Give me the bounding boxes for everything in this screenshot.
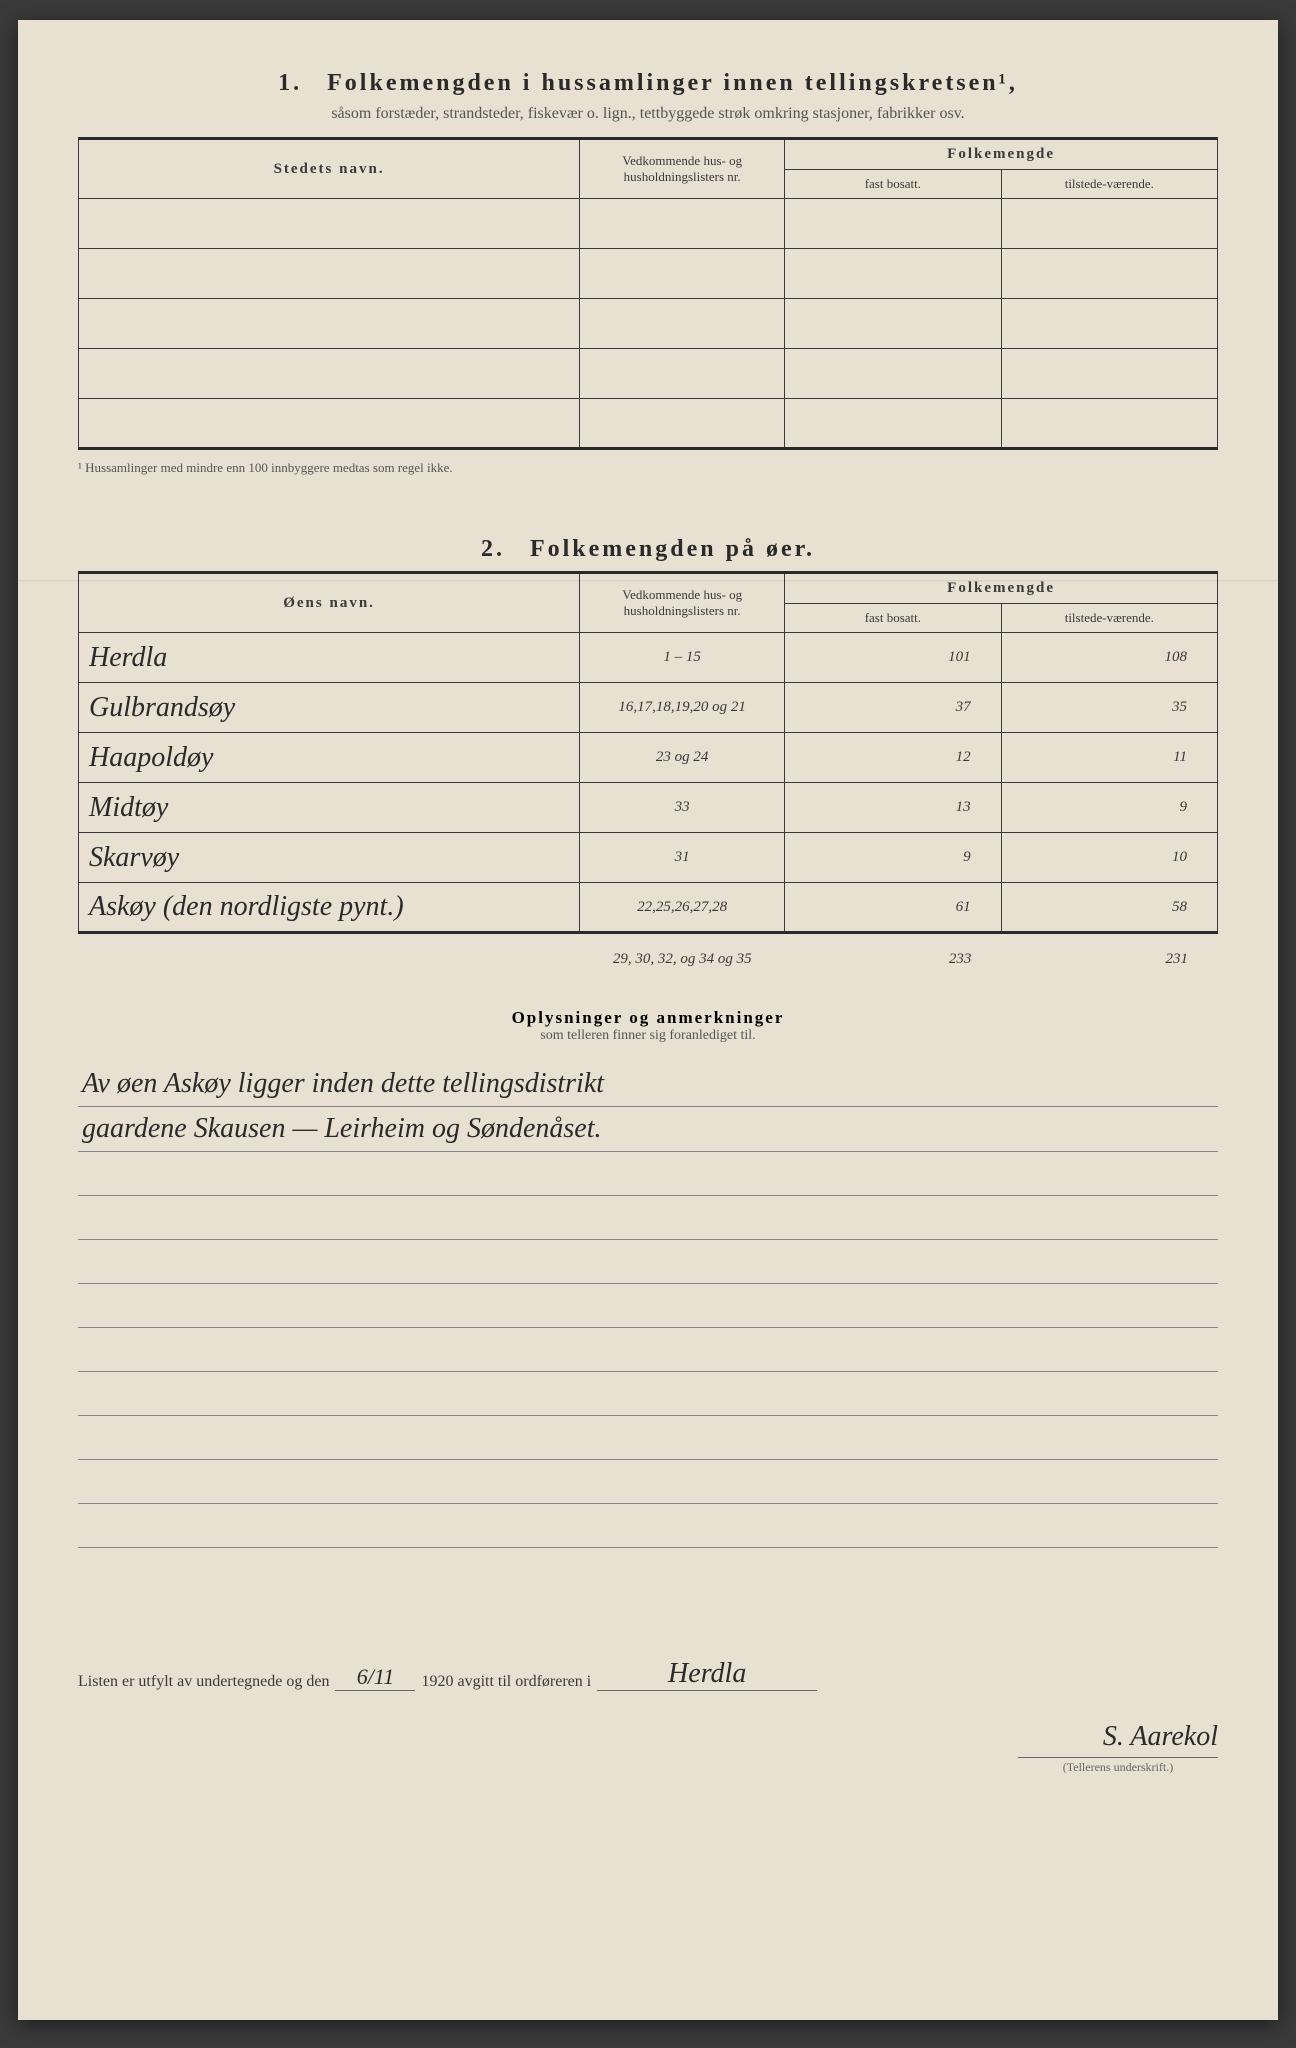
table-row xyxy=(79,199,1218,249)
remarks-line: Av øen Askøy ligger inden dette tellings… xyxy=(78,1062,1218,1107)
section1-table: Stedets navn. Vedkommende hus- og hushol… xyxy=(78,137,1218,450)
remarks-sub: som telleren finner sig foranlediget til… xyxy=(78,1028,1218,1044)
lists-cell: 22,25,26,27,28 xyxy=(580,883,785,933)
lists-cell: 33 xyxy=(580,783,785,833)
remarks-line: gaardene Skausen — Leirheim og Søndenåse… xyxy=(78,1107,1218,1152)
fast-cell: 12 xyxy=(785,733,1001,783)
til-cell: 35 xyxy=(1001,683,1217,733)
lists-cell: 31 xyxy=(580,833,785,883)
col-fast: fast bosatt. xyxy=(785,170,1001,199)
lists-cell: 16,17,18,19,20 og 21 xyxy=(580,683,785,733)
extra-lists: 29, 30, 32, og 34 og 35 xyxy=(580,934,785,984)
remarks-line xyxy=(78,1328,1218,1372)
til-cell: 108 xyxy=(1001,633,1217,683)
table-row xyxy=(79,349,1218,399)
table-row: Herdla 1 – 15101108 xyxy=(79,633,1218,683)
remarks-lines: Av øen Askøy ligger inden dette tellings… xyxy=(78,1062,1218,1548)
remarks-line xyxy=(78,1240,1218,1284)
remarks-text1: Av øen Askøy ligger inden dette tellings… xyxy=(82,1068,604,1100)
fast-cell: 37 xyxy=(785,683,1001,733)
census-form-page: 1. Folkemengden i hussamlinger innen tel… xyxy=(18,20,1278,2020)
remarks-line xyxy=(78,1372,1218,1416)
col-lists-header: Vedkommende hus- og husholdningslisters … xyxy=(580,139,785,199)
table-row: Haapoldøy 23 og 241211 xyxy=(79,733,1218,783)
remarks-line xyxy=(78,1416,1218,1460)
section2-number: 2. xyxy=(481,536,505,562)
col-stedets-navn: Stedets navn. xyxy=(79,139,580,199)
table-row: Gulbrandsøy 16,17,18,19,20 og 213735 xyxy=(79,683,1218,733)
island-name: Skarvøy xyxy=(89,842,179,873)
total-til: 231 xyxy=(1001,934,1218,984)
remarks-line xyxy=(78,1152,1218,1196)
col-fast2: fast bosatt. xyxy=(785,604,1001,633)
island-name: Askøy (den nordligste pynt.) xyxy=(89,891,404,922)
island-name: Herdla xyxy=(89,642,167,673)
til-cell: 10 xyxy=(1001,833,1217,883)
signature: S. Aarekol xyxy=(78,1721,1218,1753)
remarks-line xyxy=(78,1196,1218,1240)
lists-cell: 23 og 24 xyxy=(580,733,785,783)
remarks-heading: Oplysninger og anmerkninger xyxy=(78,1008,1218,1028)
table-row: Askøy (den nordligste pynt.) 22,25,26,27,… xyxy=(79,883,1218,933)
col-folkemengde: Folkemengde xyxy=(785,139,1218,170)
totals-row: 29, 30, 32, og 34 og 35 233 231 xyxy=(78,934,1218,984)
section1-heading: 1. Folkemengden i hussamlinger innen tel… xyxy=(78,70,1218,97)
table-row: Midtøy 33139 xyxy=(79,783,1218,833)
fast-cell: 9 xyxy=(785,833,1001,883)
lists-cell: 1 – 15 xyxy=(580,633,785,683)
signoff-date: 6/11 xyxy=(335,1664,415,1691)
section2-table: Øens navn. Vedkommende hus- og husholdni… xyxy=(78,571,1218,934)
table-row xyxy=(79,299,1218,349)
island-name: Gulbrandsøy xyxy=(89,692,235,723)
section2-heading: 2. Folkemengden på øer. xyxy=(78,536,1218,563)
totals-table: 29, 30, 32, og 34 og 35 233 231 xyxy=(78,934,1218,984)
col-folkemengde2: Folkemengde xyxy=(785,573,1218,604)
island-name: Midtøy xyxy=(89,792,168,823)
remarks-line xyxy=(78,1284,1218,1328)
til-cell: 11 xyxy=(1001,733,1217,783)
fast-cell: 101 xyxy=(785,633,1001,683)
col-tilstede2: tilstede-værende. xyxy=(1001,604,1217,633)
table-row: Skarvøy 31910 xyxy=(79,833,1218,883)
section1-title: Folkemengden i hussamlinger innen tellin… xyxy=(327,70,1018,96)
total-fast: 233 xyxy=(785,934,1002,984)
signoff-mid: avgitt til ordføreren i xyxy=(457,1673,591,1691)
fast-cell: 61 xyxy=(785,883,1001,933)
section1-number: 1. xyxy=(278,70,302,96)
col-tilstede: tilstede-værende. xyxy=(1001,170,1217,199)
signoff-row: Listen er utfylt av undertegnede og den … xyxy=(78,1658,1218,1691)
signature-area: S. Aarekol (Tellerens underskrift.) xyxy=(78,1721,1218,1776)
island-name: Haapoldøy xyxy=(89,742,213,773)
signoff-prefix: Listen er utfylt av undertegnede og den xyxy=(78,1673,329,1691)
remarks-line xyxy=(78,1504,1218,1548)
section2-title: Folkemengden på øer. xyxy=(530,536,815,562)
signature-label: (Tellerens underskrift.) xyxy=(1018,1757,1218,1775)
paper-fold xyxy=(18,580,1278,582)
section1-subtitle: såsom forstæder, strandsteder, fiskevær … xyxy=(78,105,1218,123)
signoff-year: 1920 xyxy=(421,1673,453,1691)
fast-cell: 13 xyxy=(785,783,1001,833)
remarks-line xyxy=(78,1460,1218,1504)
remarks-text2: gaardene Skausen — Leirheim og Søndenåse… xyxy=(82,1113,602,1145)
table-row xyxy=(79,249,1218,299)
table-row xyxy=(79,399,1218,449)
section1-footnote: ¹ Hussamlinger med mindre enn 100 innbyg… xyxy=(78,460,1218,476)
til-cell: 9 xyxy=(1001,783,1217,833)
signoff-place: Herdla xyxy=(597,1658,817,1691)
til-cell: 58 xyxy=(1001,883,1217,933)
